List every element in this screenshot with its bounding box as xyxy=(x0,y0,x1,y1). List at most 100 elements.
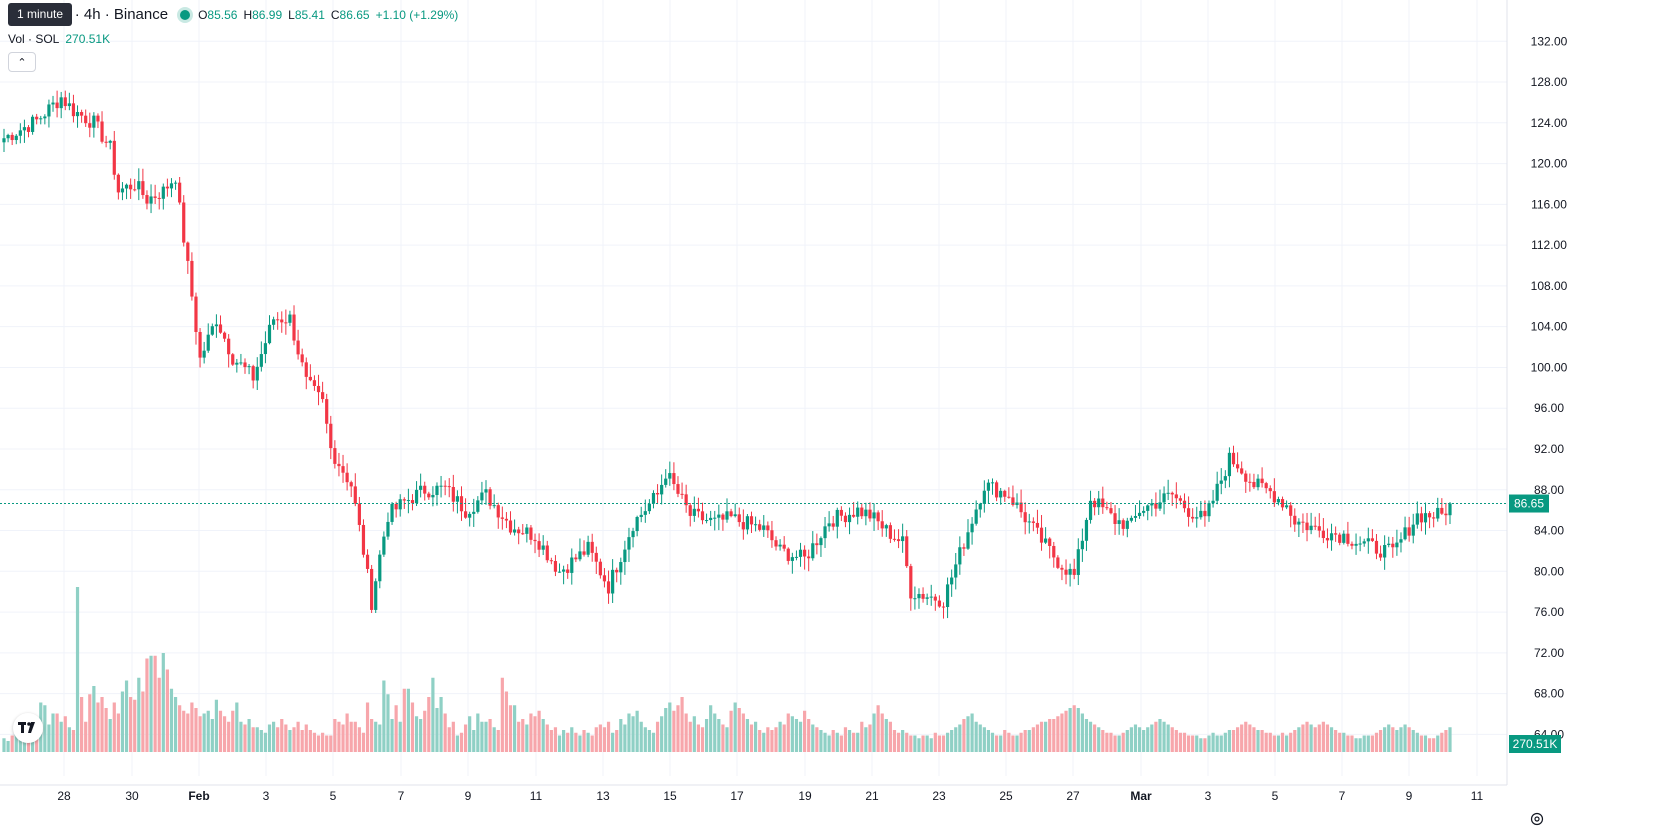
candle-body xyxy=(169,183,174,189)
volume-bar xyxy=(1186,735,1191,752)
candle xyxy=(1044,527,1048,545)
candle-body xyxy=(994,482,999,498)
candle xyxy=(153,184,157,205)
volume-bar xyxy=(660,716,664,752)
volume-bar xyxy=(1044,721,1048,752)
candle-body xyxy=(623,549,627,563)
candle-body xyxy=(480,492,484,501)
candle xyxy=(1252,473,1256,490)
volume-bar xyxy=(950,730,954,752)
volume-bar xyxy=(1011,735,1015,752)
volume-bar xyxy=(186,713,190,752)
candle xyxy=(378,550,382,589)
volume-bar xyxy=(921,735,925,752)
candle xyxy=(741,509,745,540)
candle xyxy=(1093,498,1097,516)
candle-body xyxy=(337,463,341,467)
candle-body xyxy=(1231,452,1236,465)
candle-body xyxy=(1432,517,1436,519)
volume-bar xyxy=(382,680,386,752)
candle xyxy=(1370,529,1374,542)
candle xyxy=(1321,518,1325,544)
candle xyxy=(774,536,778,551)
candle-body xyxy=(500,517,504,519)
candle xyxy=(1293,508,1297,532)
candle-body xyxy=(202,350,206,358)
candle xyxy=(1366,527,1370,554)
candle xyxy=(1052,541,1056,568)
volume-bar xyxy=(1309,724,1313,752)
candle xyxy=(1325,528,1330,549)
volume-bar xyxy=(398,721,402,752)
candle xyxy=(1097,490,1101,515)
candle-body xyxy=(909,566,913,599)
candle xyxy=(1133,504,1138,522)
tradingview-logo[interactable] xyxy=(13,713,43,743)
volume-bar xyxy=(766,727,770,752)
last-volume-text: 270.51K xyxy=(1513,737,1558,751)
volume-bar xyxy=(639,721,643,752)
candle-body xyxy=(655,492,660,495)
volume-bar xyxy=(337,721,341,752)
candle xyxy=(1207,500,1211,522)
volume-bar xyxy=(394,705,398,752)
candle xyxy=(553,555,558,577)
volume-bar xyxy=(484,721,488,752)
candle xyxy=(186,241,190,274)
settings-icon[interactable] xyxy=(1530,812,1544,829)
candle-body xyxy=(468,513,472,518)
volume-bar xyxy=(133,699,137,752)
candle xyxy=(606,570,611,604)
volume-bar xyxy=(892,730,897,752)
candle xyxy=(815,533,819,555)
candle xyxy=(651,490,656,509)
candle xyxy=(333,440,337,469)
candle xyxy=(892,529,897,542)
candle xyxy=(737,507,741,527)
time-tick-label: 23 xyxy=(932,789,946,803)
candle-body xyxy=(390,503,394,522)
candle-body xyxy=(1097,498,1101,508)
candle-body xyxy=(414,489,419,504)
volume-bar xyxy=(933,732,937,752)
volume-bar xyxy=(1370,735,1374,752)
candle-body xyxy=(1011,497,1015,505)
candle xyxy=(1231,445,1236,467)
candle-body xyxy=(410,500,415,504)
time-tick-label: Mar xyxy=(1130,789,1152,803)
volume-bar xyxy=(631,716,635,752)
volume-bar xyxy=(149,655,153,752)
candle xyxy=(312,375,317,391)
candle-body xyxy=(116,174,120,193)
candle-body xyxy=(815,543,819,546)
candle xyxy=(1334,526,1338,542)
candle xyxy=(1248,473,1252,492)
volume-bar xyxy=(945,732,950,752)
candle xyxy=(182,195,186,247)
candle xyxy=(1211,490,1215,508)
candle xyxy=(1137,500,1142,519)
candle-body xyxy=(1007,496,1011,498)
candle xyxy=(419,473,423,498)
time-tick-label: 7 xyxy=(1339,789,1346,803)
candle-body xyxy=(986,482,991,491)
volume-bar xyxy=(312,732,317,752)
volume-bar xyxy=(729,710,733,752)
candle-body xyxy=(557,571,562,573)
volume-bar xyxy=(370,719,374,752)
volume-bar xyxy=(549,730,553,752)
volume-bar xyxy=(406,688,410,752)
candle xyxy=(194,292,198,345)
collapse-legend-button[interactable]: ⌃ xyxy=(8,52,36,72)
candle-body xyxy=(1427,513,1432,518)
candle-body xyxy=(1358,543,1362,545)
candle-body xyxy=(615,569,619,573)
price-tick-label: 100.00 xyxy=(1531,360,1568,374)
candle xyxy=(945,577,950,619)
candle-body xyxy=(443,485,447,487)
volume-bar xyxy=(811,724,815,752)
volume-bar xyxy=(92,686,96,752)
candle-body xyxy=(884,525,888,529)
candle-body xyxy=(214,324,219,327)
